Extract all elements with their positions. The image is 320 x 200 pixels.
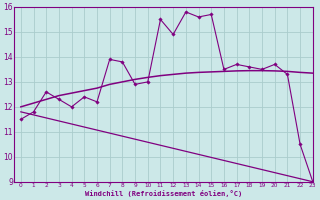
X-axis label: Windchill (Refroidissement éolien,°C): Windchill (Refroidissement éolien,°C) [85, 190, 242, 197]
